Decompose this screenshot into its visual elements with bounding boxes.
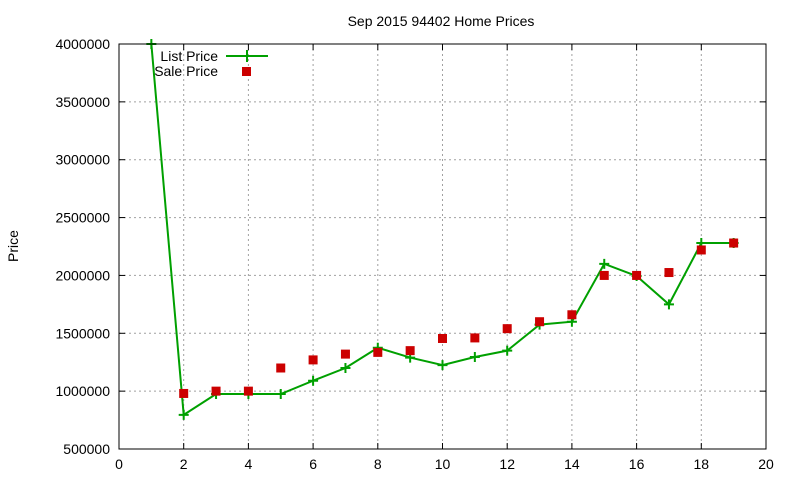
data-point-list-price [275, 389, 286, 400]
axis-ticks: 0 2 4 6 8 10 12 14 16 18 20 500000 1000000 1500000 200… [55, 36, 774, 472]
x-tick-label: 12 [499, 456, 515, 472]
y-tick-label: 4000000 [55, 36, 110, 52]
data-point-list-price [502, 345, 513, 356]
x-tick-label: 6 [309, 456, 317, 472]
chart-title: Sep 2015 94402 Home Prices [348, 13, 535, 29]
data-point-sale-price [567, 310, 577, 320]
data-point-sale-price [535, 317, 545, 327]
data-point-sale-price [405, 346, 415, 356]
data-point-list-price [178, 409, 189, 420]
legend-label-list-price: List Price [160, 48, 218, 64]
x-tick-label: 4 [245, 456, 253, 472]
data-point-sale-price [502, 324, 512, 334]
data-point-sale-price [308, 355, 318, 365]
data-point-list-price [308, 375, 319, 386]
series-layer [146, 39, 739, 420]
legend: List Price Sale Price [154, 48, 268, 79]
y-tick-label: 3000000 [55, 152, 110, 168]
y-tick-label: 500000 [63, 441, 110, 457]
x-tick-label: 2 [180, 456, 188, 472]
data-point-sale-price [470, 333, 480, 343]
data-point-sale-price [211, 386, 221, 396]
data-point-list-price [469, 352, 480, 363]
data-point-sale-price [276, 363, 286, 373]
plot-frame [118, 43, 767, 450]
data-point-list-price [599, 258, 610, 269]
data-point-list-price [663, 299, 674, 310]
y-axis-label: Price [5, 230, 21, 262]
data-point-sale-price [340, 349, 350, 359]
data-point-sale-price [696, 245, 706, 255]
x-tick-label: 18 [694, 456, 710, 472]
data-point-sale-price [729, 238, 739, 248]
data-point-sale-price [373, 347, 383, 357]
y-tick-label: 3500000 [55, 94, 110, 110]
data-point-sale-price [632, 270, 642, 280]
x-tick-label: 8 [374, 456, 382, 472]
data-point-list-price [437, 360, 448, 371]
legend-marker-sale-price [242, 67, 251, 76]
x-tick-label: 20 [758, 456, 774, 472]
data-point-list-price [340, 363, 351, 373]
data-point-sale-price [243, 386, 253, 396]
legend-label-sale-price: Sale Price [154, 63, 218, 79]
data-point-sale-price [599, 270, 609, 280]
x-tick-label: 10 [435, 456, 451, 472]
data-point-sale-price [664, 268, 674, 278]
y-tick-label: 1500000 [55, 325, 110, 341]
y-tick-label: 2500000 [55, 210, 110, 226]
x-tick-label: 14 [564, 456, 580, 472]
y-tick-label: 2000000 [55, 267, 110, 283]
x-tick-label: 16 [629, 456, 645, 472]
y-tick-label: 1000000 [55, 383, 110, 399]
data-point-sale-price [179, 388, 189, 398]
data-point-sale-price [438, 333, 447, 343]
legend-marker-list-price [241, 50, 253, 62]
x-tick-label: 0 [115, 456, 123, 472]
